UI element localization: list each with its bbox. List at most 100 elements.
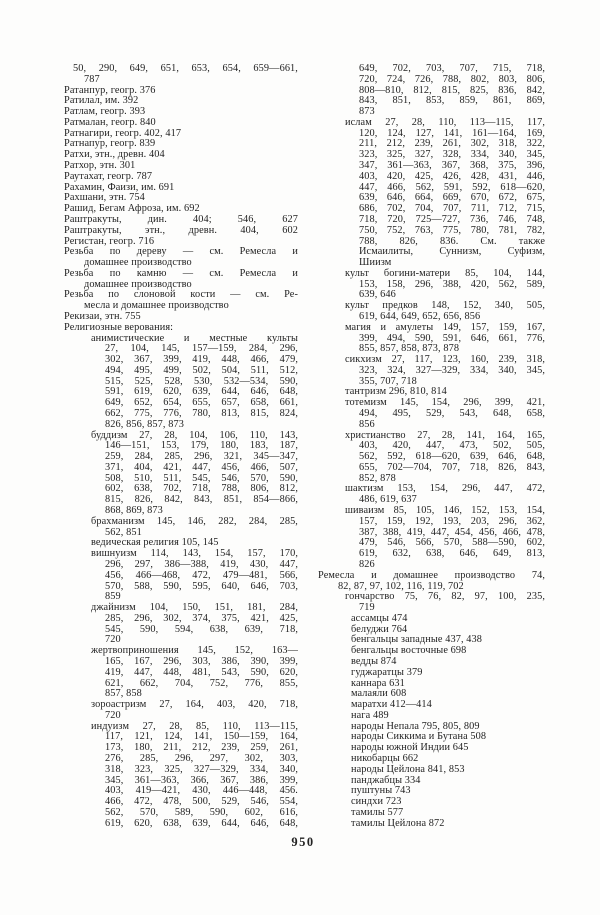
index-line: 750, 752, 763, 775, 780, 781, 782, xyxy=(359,224,545,236)
index-line: Шиизм xyxy=(359,257,392,269)
index-line: 562, 851 xyxy=(105,526,142,538)
index-line: 399, 494, 590, 591, 646, 661, 776, xyxy=(359,332,545,344)
index-line: 50, 290, 649, 651, 653, 654, 659—661, xyxy=(73,63,298,74)
index-line: 494, 495, 499, 502, 504, 511, 512, xyxy=(105,364,298,376)
index-line: 852, 878 xyxy=(359,472,396,484)
index-line: Исмаилиты, Суннизм, Суфизм, xyxy=(359,246,545,258)
index-line: тамилы 577 xyxy=(351,806,404,818)
index-line: 815, 826, 842, 843, 851, 854—866, xyxy=(105,494,298,506)
index-column-right: 649, 702, 703, 707, 715, 718, 720, 724, 7… xyxy=(318,63,545,828)
index-line: 621, 662, 704, 752, 776, 855, xyxy=(105,677,298,689)
index-line: христианство 27, 28, 141, 164, 165, xyxy=(345,429,545,441)
index-line: 718, 720, 725—727, 736, 746, 748, xyxy=(359,213,545,225)
index-line: панджабцы 334 xyxy=(351,774,421,786)
index-line: Рашид, Бегам Афроза, им. 692 xyxy=(64,203,200,215)
index-line: магия и амулеты 149, 157, 159, 167, xyxy=(345,321,545,333)
index-line: 873 xyxy=(359,106,375,118)
index-line: 562, 570, 589, 590, 602, 616, xyxy=(105,806,298,818)
index-line: Резьба по слоновой кости — см. Ре- xyxy=(64,289,298,301)
index-line: гуджаратцы 379 xyxy=(351,666,423,678)
page-number: 950 xyxy=(291,835,315,849)
index-line: нага 489 xyxy=(351,709,389,721)
index-line: 857, 858 xyxy=(105,688,142,700)
index-line: сикхизм 27, 117, 123, 160, 239, 318, xyxy=(345,354,545,366)
index-line: 347, 361—363, 367, 368, 375, 396, xyxy=(359,160,545,172)
index-line: шиваизм 85, 105, 146, 152, 153, 154, xyxy=(345,505,545,517)
index-line: Резьба по дереву — см. Ремесла и xyxy=(64,246,298,258)
index-line: 157, 159, 192, 193, 203, 296, 362, xyxy=(359,515,545,527)
index-line: никобарцы 662 xyxy=(351,753,419,764)
index-line: тантризм 296, 810, 814 xyxy=(345,386,447,398)
index-line: Ратмалан, геогр. 840 xyxy=(64,116,156,128)
index-line: Рахамин, Фаизи, им. 691 xyxy=(64,181,175,193)
index-line: Религиозные верования: xyxy=(64,321,174,333)
index-line: Ратлам, геогр. 393 xyxy=(64,106,146,118)
index-line: 686, 702, 704, 707, 711, 712, 715, xyxy=(359,203,545,215)
index-line: 276, 285, 296, 297, 302, 303, xyxy=(105,753,298,764)
index-line: домашнее производство xyxy=(84,257,192,269)
index-line: 570, 588, 590, 595, 640, 646, 703, xyxy=(105,580,298,592)
index-line: Раштракуты, дин. 404; 546, 627 xyxy=(64,213,298,225)
index-line: 285, 296, 302, 374, 375, 421, 425, xyxy=(105,612,298,624)
index-line: 486, 619, 637 xyxy=(359,494,417,506)
index-column-left: 50, 290, 649, 651, 653, 654, 659—661, 787… xyxy=(64,63,298,828)
index-line: 619, 632, 638, 646, 649, 813, xyxy=(359,548,545,560)
index-line: тамилы Цейлона 872 xyxy=(351,817,445,829)
index-line: народы Непала 795, 805, 809 xyxy=(351,720,480,732)
index-line: 355, 707, 718 xyxy=(359,375,417,387)
index-line: ведды 874 xyxy=(351,655,397,667)
index-line: 479, 546, 566, 570, 588—590, 602, xyxy=(359,537,545,549)
index-line: месла и домашнее производство xyxy=(84,300,229,312)
index-line: 494, 495, 529, 543, 648, 658, xyxy=(359,408,545,419)
index-line: ассамцы 474 xyxy=(351,612,408,624)
index-line: 808—810, 812, 815, 825, 836, 842, xyxy=(359,84,545,96)
index-line: Ратанпур, геогр. 376 xyxy=(64,84,156,96)
index-line: жертвоприношения 145, 152, 163— xyxy=(91,645,298,657)
index-line: 868, 869, 873 xyxy=(105,505,163,517)
index-line: Ремесла и домашнее производство 74, xyxy=(318,569,545,581)
index-line: бенгальцы восточные 698 xyxy=(351,645,467,657)
index-line: буддизм 27, 28, 104, 106, 110, 143, xyxy=(91,429,298,441)
index-line: тотемизм 145, 154, 296, 399, 421, xyxy=(345,397,545,409)
index-line: 120, 124, 127, 141, 161—164, 169, xyxy=(359,127,545,139)
index-line: 259, 284, 285, 296, 321, 345—347, xyxy=(105,451,298,463)
index-line: Резьба по камню — см. Ремесла и xyxy=(64,267,298,279)
index-line: 318, 323, 325, 327—329, 334, 340, xyxy=(105,763,298,775)
index-line: маратхи 412—414 xyxy=(351,699,432,711)
index-line: 403, 420, 447, 473, 502, 505, xyxy=(359,440,545,452)
index-line: 82, 87, 97, 102, 116, 119, 702 xyxy=(338,580,464,592)
index-line: 302, 367, 399, 419, 448, 466, 479, xyxy=(105,354,298,366)
index-line: 855, 857, 858, 873, 878 xyxy=(359,343,460,355)
index-line: ислам 27, 28, 110, 113—115, 117, xyxy=(345,116,545,128)
index-line: 27, 104, 145, 157—159, 284, 296, xyxy=(105,343,298,355)
index-line: малаяли 608 xyxy=(351,688,407,700)
index-line: 720 xyxy=(105,634,121,646)
index-line: пуштуны 743 xyxy=(351,785,411,797)
index-line: 788, 826, 836. См. также xyxy=(359,235,545,247)
index-line: 720, 724, 726, 788, 802, 803, 806, xyxy=(359,73,545,85)
index-line: зороастризм 27, 164, 403, 420, 718, xyxy=(91,699,298,711)
index-line: 146—151, 153, 179, 180, 183, 187, xyxy=(105,440,298,452)
index-line: Регистан, геогр. 716 xyxy=(64,235,155,247)
index-line: культ богини-матери 85, 104, 144, xyxy=(345,267,545,279)
index-line: 655, 702—704, 707, 718, 826, 843, xyxy=(359,461,545,473)
index-line: 466, 472, 478, 500, 529, 546, 554, xyxy=(105,796,298,808)
index-line: 345, 361—363, 366, 367, 386, 399, xyxy=(105,774,298,786)
index-line: белуджи 764 xyxy=(351,623,408,635)
index-line: 447, 466, 562, 591, 592, 618—620, xyxy=(359,181,545,193)
index-line: 639, 646 xyxy=(359,289,396,301)
index-line: 719 xyxy=(359,602,375,614)
index-line: Рекизаи, этн. 755 xyxy=(64,310,141,322)
index-line: 173, 180, 211, 212, 239, 259, 261, xyxy=(105,742,298,754)
index-line: Раутахат, геогр. 787 xyxy=(64,170,153,182)
index-line: 387, 388, 419, 447, 454, 456, 466, 478, xyxy=(359,526,545,538)
index-line: 419, 447, 448, 481, 543, 590, 620, xyxy=(105,666,298,678)
index-line: 720 xyxy=(105,709,121,721)
index-line: 591, 619, 620, 639, 644, 646, 648, xyxy=(105,386,298,398)
index-line: Ратнапур, геогр. 839 xyxy=(64,138,156,150)
index-line: брахманизм 145, 146, 282, 284, 285, xyxy=(91,515,298,527)
index-line: индуизм 27, 28, 85, 110, 113—115, xyxy=(91,720,298,732)
index-line: 562, 592, 618—620, 639, 646, 648, xyxy=(359,451,545,463)
index-line: народы Цейлона 841, 853 xyxy=(351,763,465,775)
